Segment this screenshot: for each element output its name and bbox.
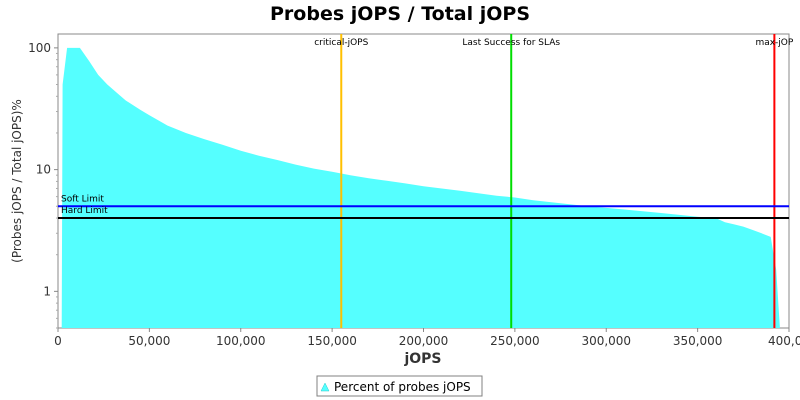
ref-line-label-4: Hard Limit: [61, 206, 108, 216]
area-layer: [61, 47, 780, 329]
y-axis-title: (Probes jOPS / Total jOPS)%: [10, 99, 24, 263]
x-tick-label-8: 400,00: [768, 334, 800, 348]
x-axis-title: jOPS: [403, 351, 441, 367]
chart-title: Probes jOPS / Total jOPS: [270, 3, 530, 25]
x-tick-label-4: 200,000: [399, 334, 449, 348]
x-tick-label-7: 350,000: [673, 334, 723, 348]
ref-line-label-3: Soft Limit: [61, 194, 104, 204]
legend: Percent of probes jOPS: [316, 375, 483, 397]
x-tick-label-6: 300,000: [581, 334, 631, 348]
x-tick-label-0: 0: [54, 334, 62, 348]
y-tick-label-0: 1: [43, 284, 51, 298]
y-tick-label-1: 10: [36, 163, 51, 177]
legend-swatch-icon: [320, 382, 330, 392]
reference-lines: critical-jOPS Last Success for SLAs max-jO…: [58, 34, 794, 328]
ref-line-label-0: critical-jOPS: [314, 38, 368, 48]
x-tick-label-1: 50,000: [128, 334, 170, 348]
axes: 0 50,000 100,000 150,000 200,000 250,000 300,0…: [28, 41, 800, 348]
ref-line-label-2: max-jOP: [755, 38, 793, 48]
x-tick-label-5: 250,000: [490, 334, 540, 348]
legend-box: [316, 375, 483, 397]
x-tick-label-3: 150,000: [307, 334, 357, 348]
area-series-0: [61, 47, 780, 329]
ref-line-label-1: Last Success for SLAs: [462, 38, 560, 48]
x-tick-label-2: 100,000: [216, 334, 266, 348]
y-tick-label-2: 100: [28, 41, 51, 55]
legend-item-label: Percent of probes jOPS: [334, 380, 471, 394]
